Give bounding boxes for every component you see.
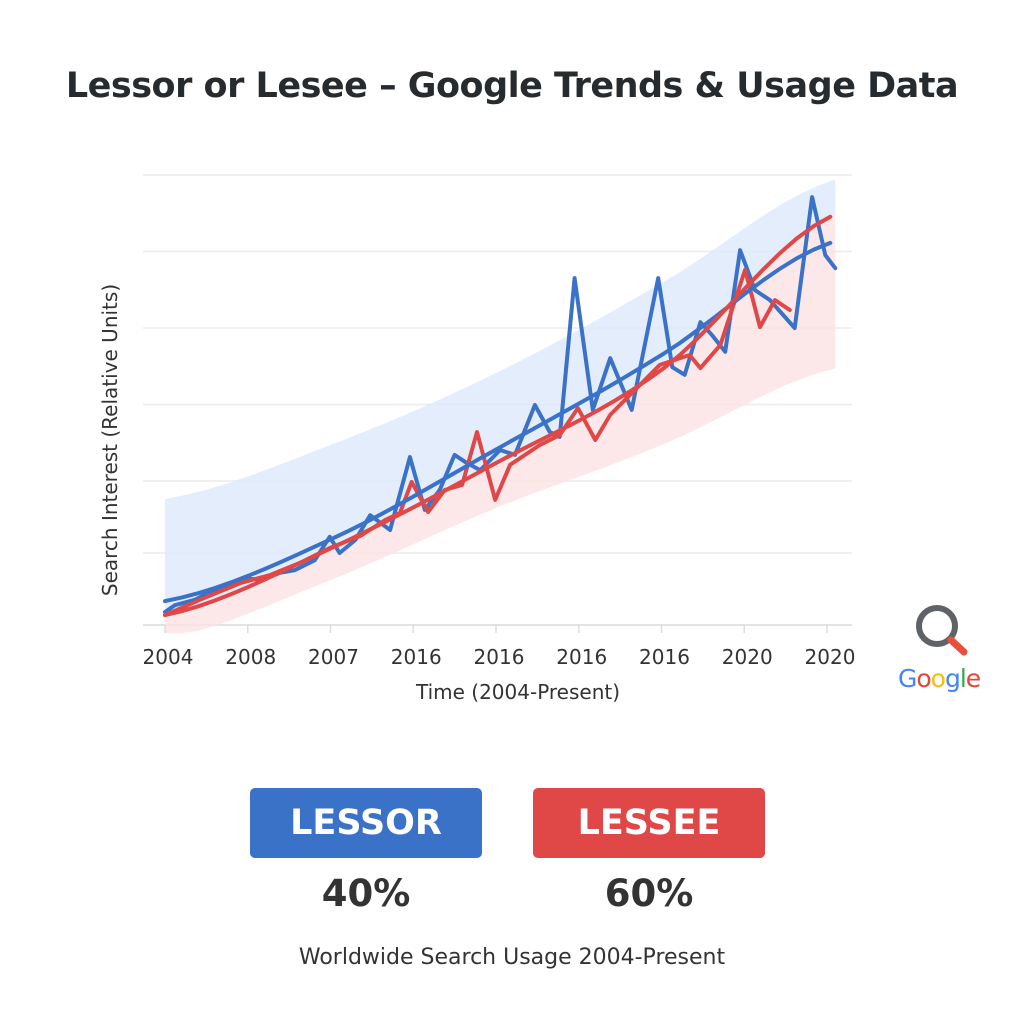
y-axis-label: Search Interest (Relative Units) <box>98 284 122 596</box>
caption: Worldwide Search Usage 2004-Present <box>298 945 726 970</box>
lessee-percent: 60% <box>604 872 694 915</box>
x-tick-label: 2016 <box>474 645 525 669</box>
lessor-percent: 40% <box>321 872 411 915</box>
magnifier-icon <box>916 605 968 656</box>
x-tick-label: 2020 <box>722 645 773 669</box>
chart-title: Lessor or Lesee – Google Trends & Usage … <box>65 66 959 106</box>
x-axis-label: Time (2004-Present) <box>415 680 620 704</box>
google-logo: Google <box>898 664 981 693</box>
x-axis-ticks: 2004 2008 2007 2016 2016 2016 2016 2020 2020 <box>143 625 856 669</box>
confidence-bands <box>165 179 836 633</box>
x-tick-label: 2016 <box>391 645 442 669</box>
legend-lessee: LESSEE <box>533 788 765 858</box>
x-tick-label: 2016 <box>556 645 607 669</box>
lessee-trend-line <box>163 214 833 618</box>
lessee-band <box>165 215 836 633</box>
x-tick-label: 2007 <box>308 645 359 669</box>
legend-lessor: LESSOR <box>250 788 482 858</box>
x-tick-label: 2008 <box>225 645 276 669</box>
lessor-band <box>165 179 836 616</box>
x-tick-label: 2016 <box>639 645 690 669</box>
x-tick-label: 2004 <box>143 645 194 669</box>
lessor-actual-line <box>163 195 838 614</box>
series-lines <box>163 195 838 618</box>
x-tick-label: 2020 <box>805 645 856 669</box>
